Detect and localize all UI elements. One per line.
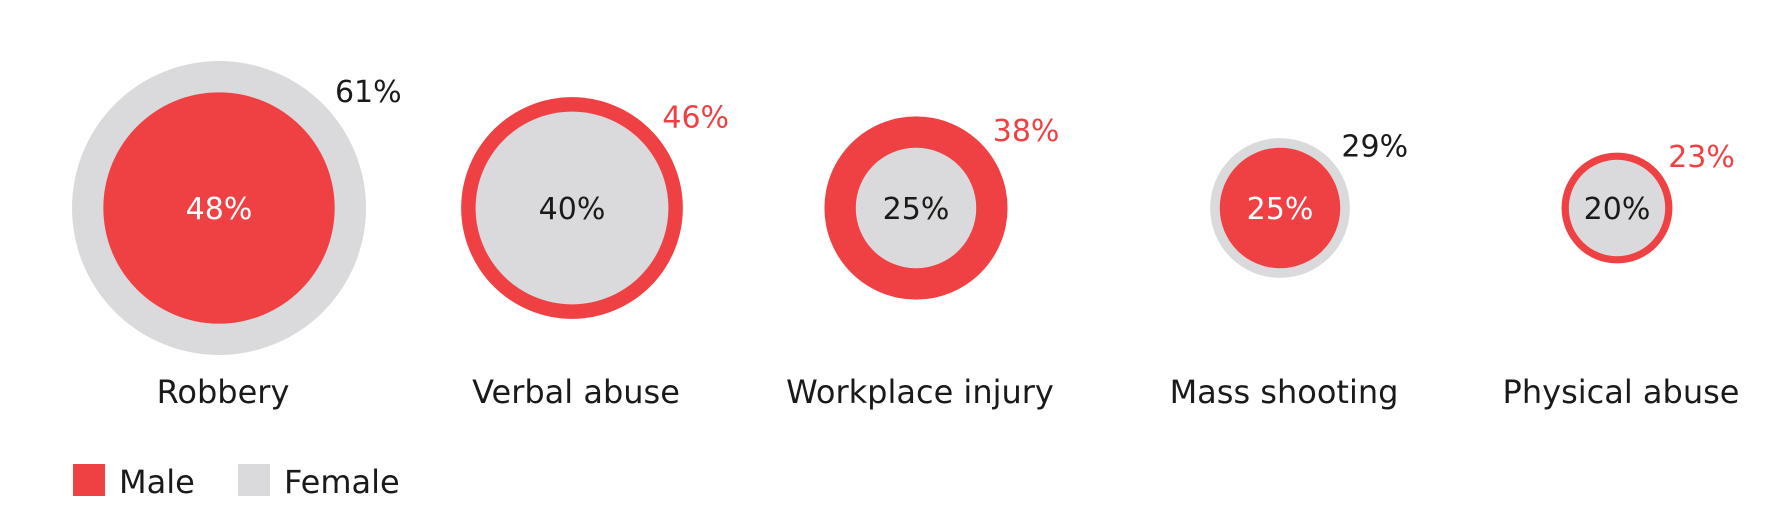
bubble-male-mass-shooting xyxy=(1219,147,1341,269)
bubbles-layer: 48% 61% Robbery 40% 46% Verbal abuse 25% 38% Wor… xyxy=(72,61,1739,411)
value-label-female-physical-abuse: 20% xyxy=(1584,192,1651,227)
legend-item-male: Male xyxy=(73,463,195,501)
bubble-group-physical-abuse: 20% 23% Physical abuse xyxy=(1503,140,1740,411)
value-label-female-mass-shooting: 29% xyxy=(1341,130,1408,165)
legend-swatch-female xyxy=(238,464,270,496)
category-label-verbal-abuse: Verbal abuse xyxy=(472,373,680,411)
category-label-robbery: Robbery xyxy=(157,373,290,411)
category-label-mass-shooting: Mass shooting xyxy=(1170,373,1399,411)
bubble-group-mass-shooting: 25% 29% Mass shooting xyxy=(1170,130,1409,411)
bubble-group-workplace-injury: 25% 38% Workplace injury xyxy=(786,114,1059,411)
value-label-female-workplace-injury: 25% xyxy=(883,192,950,227)
legend-swatch-male xyxy=(73,464,105,496)
bubble-female-verbal-abuse xyxy=(475,111,669,305)
value-label-male-workplace-injury: 38% xyxy=(993,114,1060,149)
value-label-male-verbal-abuse: 46% xyxy=(662,101,729,136)
legend-item-female: Female xyxy=(238,463,400,501)
bubble-female-physical-abuse xyxy=(1568,159,1666,257)
value-label-male-physical-abuse: 23% xyxy=(1668,140,1735,175)
category-label-workplace-injury: Workplace injury xyxy=(786,373,1054,411)
bubble-male-robbery xyxy=(103,92,335,324)
category-label-physical-abuse: Physical abuse xyxy=(1503,373,1740,411)
bubble-female-workplace-injury xyxy=(855,147,977,269)
value-label-female-robbery: 61% xyxy=(335,75,402,110)
legend-label-female: Female xyxy=(284,463,400,501)
legend-label-male: Male xyxy=(119,463,195,501)
value-label-female-verbal-abuse: 40% xyxy=(539,192,606,227)
value-label-male-mass-shooting: 25% xyxy=(1247,192,1314,227)
bubble-group-robbery: 48% 61% Robbery xyxy=(72,61,402,411)
bubble-group-verbal-abuse: 40% 46% Verbal abuse xyxy=(461,97,729,411)
value-label-male-robbery: 48% xyxy=(186,192,253,227)
legend: Male Female xyxy=(73,463,400,501)
